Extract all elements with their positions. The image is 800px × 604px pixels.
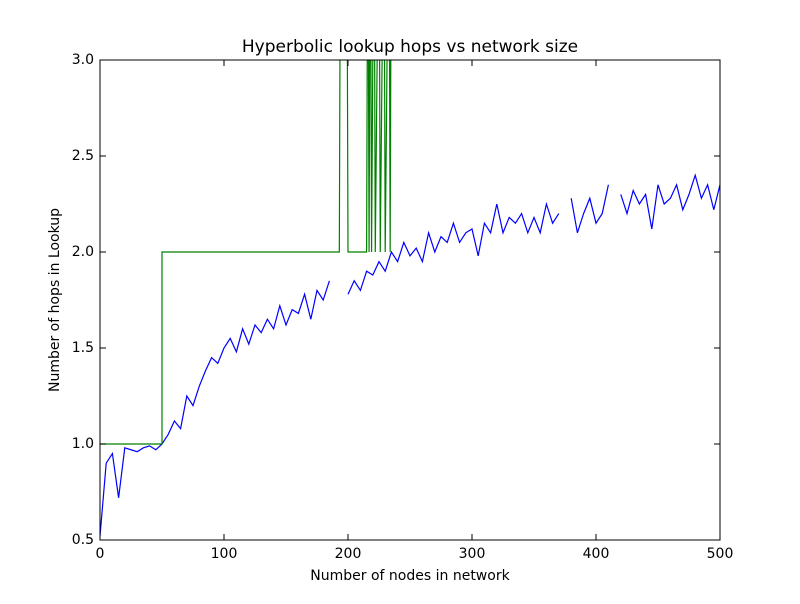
y-tick-label: 2.0: [72, 244, 94, 260]
y-axis-label: Number of hops in Lookup: [47, 208, 63, 392]
y-tick-label: 1.5: [72, 340, 94, 356]
y-tick-label: 2.5: [72, 148, 94, 164]
x-tick-label: 100: [211, 546, 238, 562]
y-tick-label: 3.0: [72, 52, 94, 68]
x-tick-label: 0: [96, 546, 105, 562]
x-tick-label: 500: [707, 546, 734, 562]
x-tick-label: 200: [335, 546, 362, 562]
axes-frame: [99, 59, 721, 541]
y-tick-label: 1.0: [72, 436, 94, 452]
x-axis-label: Number of nodes in network: [310, 568, 510, 584]
x-tick-label: 300: [459, 546, 486, 562]
y-tick-label: 0.5: [72, 532, 94, 548]
x-tick-label: 400: [583, 546, 610, 562]
chart-title: Hyperbolic lookup hops vs network size: [242, 37, 578, 57]
data-line: [100, 173, 720, 537]
plot-area: [100, 60, 720, 537]
